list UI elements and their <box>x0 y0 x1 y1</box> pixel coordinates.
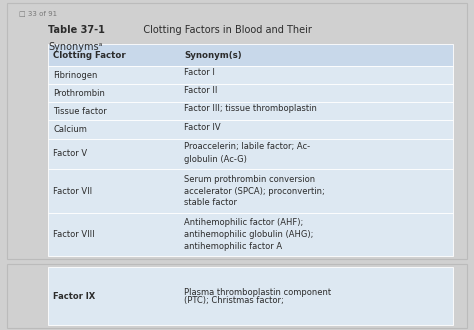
FancyBboxPatch shape <box>48 120 453 139</box>
Text: Synonym(s): Synonym(s) <box>184 50 242 60</box>
FancyBboxPatch shape <box>48 139 453 169</box>
FancyBboxPatch shape <box>48 44 453 66</box>
FancyBboxPatch shape <box>48 267 453 325</box>
Text: Synonymsᵃ: Synonymsᵃ <box>48 42 103 52</box>
Text: □ 33 of 91: □ 33 of 91 <box>18 10 57 16</box>
Text: antihemophilic globulin (AHG);: antihemophilic globulin (AHG); <box>184 230 313 239</box>
Text: accelerator (SPCA); proconvertin;: accelerator (SPCA); proconvertin; <box>184 186 325 196</box>
Text: Factor I: Factor I <box>184 68 215 77</box>
Text: Fibrinogen: Fibrinogen <box>53 71 98 80</box>
FancyBboxPatch shape <box>48 169 453 213</box>
Text: (PTC); Christmas factor;: (PTC); Christmas factor; <box>184 296 284 305</box>
Text: Clotting Factors in Blood and Their: Clotting Factors in Blood and Their <box>134 25 311 35</box>
Text: Factor III; tissue thromboplastin: Factor III; tissue thromboplastin <box>184 105 317 114</box>
Text: Prothrombin: Prothrombin <box>53 89 105 98</box>
Text: Plasma thromboplastin component: Plasma thromboplastin component <box>184 288 331 297</box>
Text: Clotting Factor: Clotting Factor <box>53 50 126 60</box>
Text: Factor II: Factor II <box>184 86 218 95</box>
Text: Factor IV: Factor IV <box>184 123 221 132</box>
Text: Tissue factor: Tissue factor <box>53 107 107 116</box>
Text: Factor VII: Factor VII <box>53 187 92 196</box>
Text: Factor IX: Factor IX <box>53 292 95 301</box>
FancyBboxPatch shape <box>48 84 453 102</box>
Text: Factor V: Factor V <box>53 149 87 158</box>
Text: Calcium: Calcium <box>53 125 87 134</box>
Text: Factor VIII: Factor VIII <box>53 230 95 239</box>
FancyBboxPatch shape <box>48 66 453 84</box>
Text: Serum prothrombin conversion: Serum prothrombin conversion <box>184 175 315 183</box>
Text: stable factor: stable factor <box>184 198 237 208</box>
FancyBboxPatch shape <box>48 102 453 120</box>
Text: Antihemophilic factor (AHF);: Antihemophilic factor (AHF); <box>184 218 303 227</box>
Text: Table 37-1: Table 37-1 <box>48 25 105 35</box>
Text: Proaccelerin; labile factor; Ac-: Proaccelerin; labile factor; Ac- <box>184 142 310 151</box>
Text: antihemophilic factor A: antihemophilic factor A <box>184 242 282 251</box>
Text: globulin (Ac-G): globulin (Ac-G) <box>184 155 247 164</box>
FancyBboxPatch shape <box>48 213 453 256</box>
